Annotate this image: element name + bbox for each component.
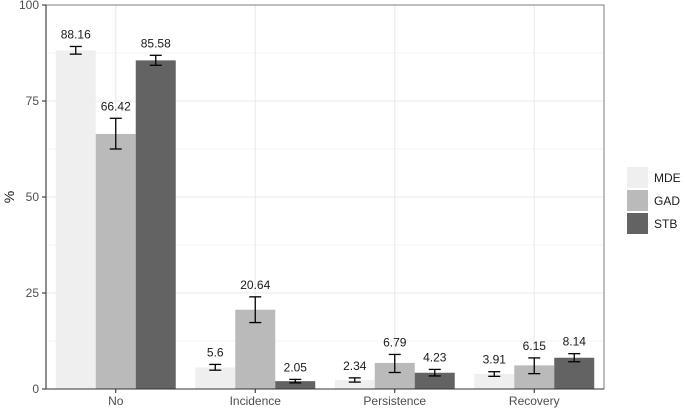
- data-label: 3.91: [483, 353, 507, 367]
- legend-label: MDE: [654, 171, 681, 185]
- legend-label: STB: [654, 217, 677, 231]
- bar-mde: [334, 380, 375, 389]
- bar-mde: [55, 50, 96, 389]
- data-label: 5.6: [207, 345, 224, 359]
- y-tick-label: 50: [26, 190, 40, 204]
- bars: [55, 50, 595, 389]
- legend-key-mde: [627, 167, 648, 188]
- y-tick-label: 0: [32, 382, 39, 396]
- x-tick-label: Recovery: [509, 394, 560, 408]
- legend-key-gad: [627, 190, 648, 211]
- x-tick-label: Persistence: [363, 394, 426, 408]
- data-label: 8.14: [563, 335, 587, 349]
- legend: MDE GAD STB: [627, 167, 681, 234]
- data-label: 2.34: [343, 359, 367, 373]
- data-label: 20.64: [240, 278, 270, 292]
- data-label: 4.23: [423, 350, 447, 364]
- bar-gad: [95, 133, 136, 389]
- legend-label: GAD: [654, 194, 680, 208]
- y-tick-label: 100: [19, 0, 39, 12]
- data-label: 6.79: [383, 335, 407, 349]
- bar-stb: [554, 357, 595, 389]
- data-labels: 88.16 5.6 2.34 3.91 66.42 20.64 6.79 6.15 85.58 2…: [61, 27, 587, 374]
- x-tick-label: Incidence: [230, 394, 282, 408]
- bar-mde: [195, 367, 236, 389]
- legend-key-stb: [627, 213, 648, 234]
- y-axis-title: %: [1, 191, 17, 203]
- data-label: 88.16: [61, 27, 91, 41]
- data-label: 6.15: [523, 339, 547, 353]
- bar-stb: [275, 381, 316, 389]
- axes: 0 25 50 75 100 No Incidence Persistence Recovery…: [1, 0, 605, 408]
- data-label: 66.42: [101, 99, 131, 113]
- bar-mde: [474, 373, 515, 389]
- bar-stb: [414, 372, 455, 389]
- data-label: 2.05: [284, 360, 308, 374]
- y-tick-label: 75: [26, 94, 40, 108]
- error-bars: [69, 45, 581, 384]
- x-tick-label: No: [108, 394, 124, 408]
- data-label: 85.58: [141, 36, 171, 50]
- y-tick-label: 25: [26, 286, 40, 300]
- bar-gad: [514, 365, 555, 389]
- bar-stb: [135, 60, 176, 389]
